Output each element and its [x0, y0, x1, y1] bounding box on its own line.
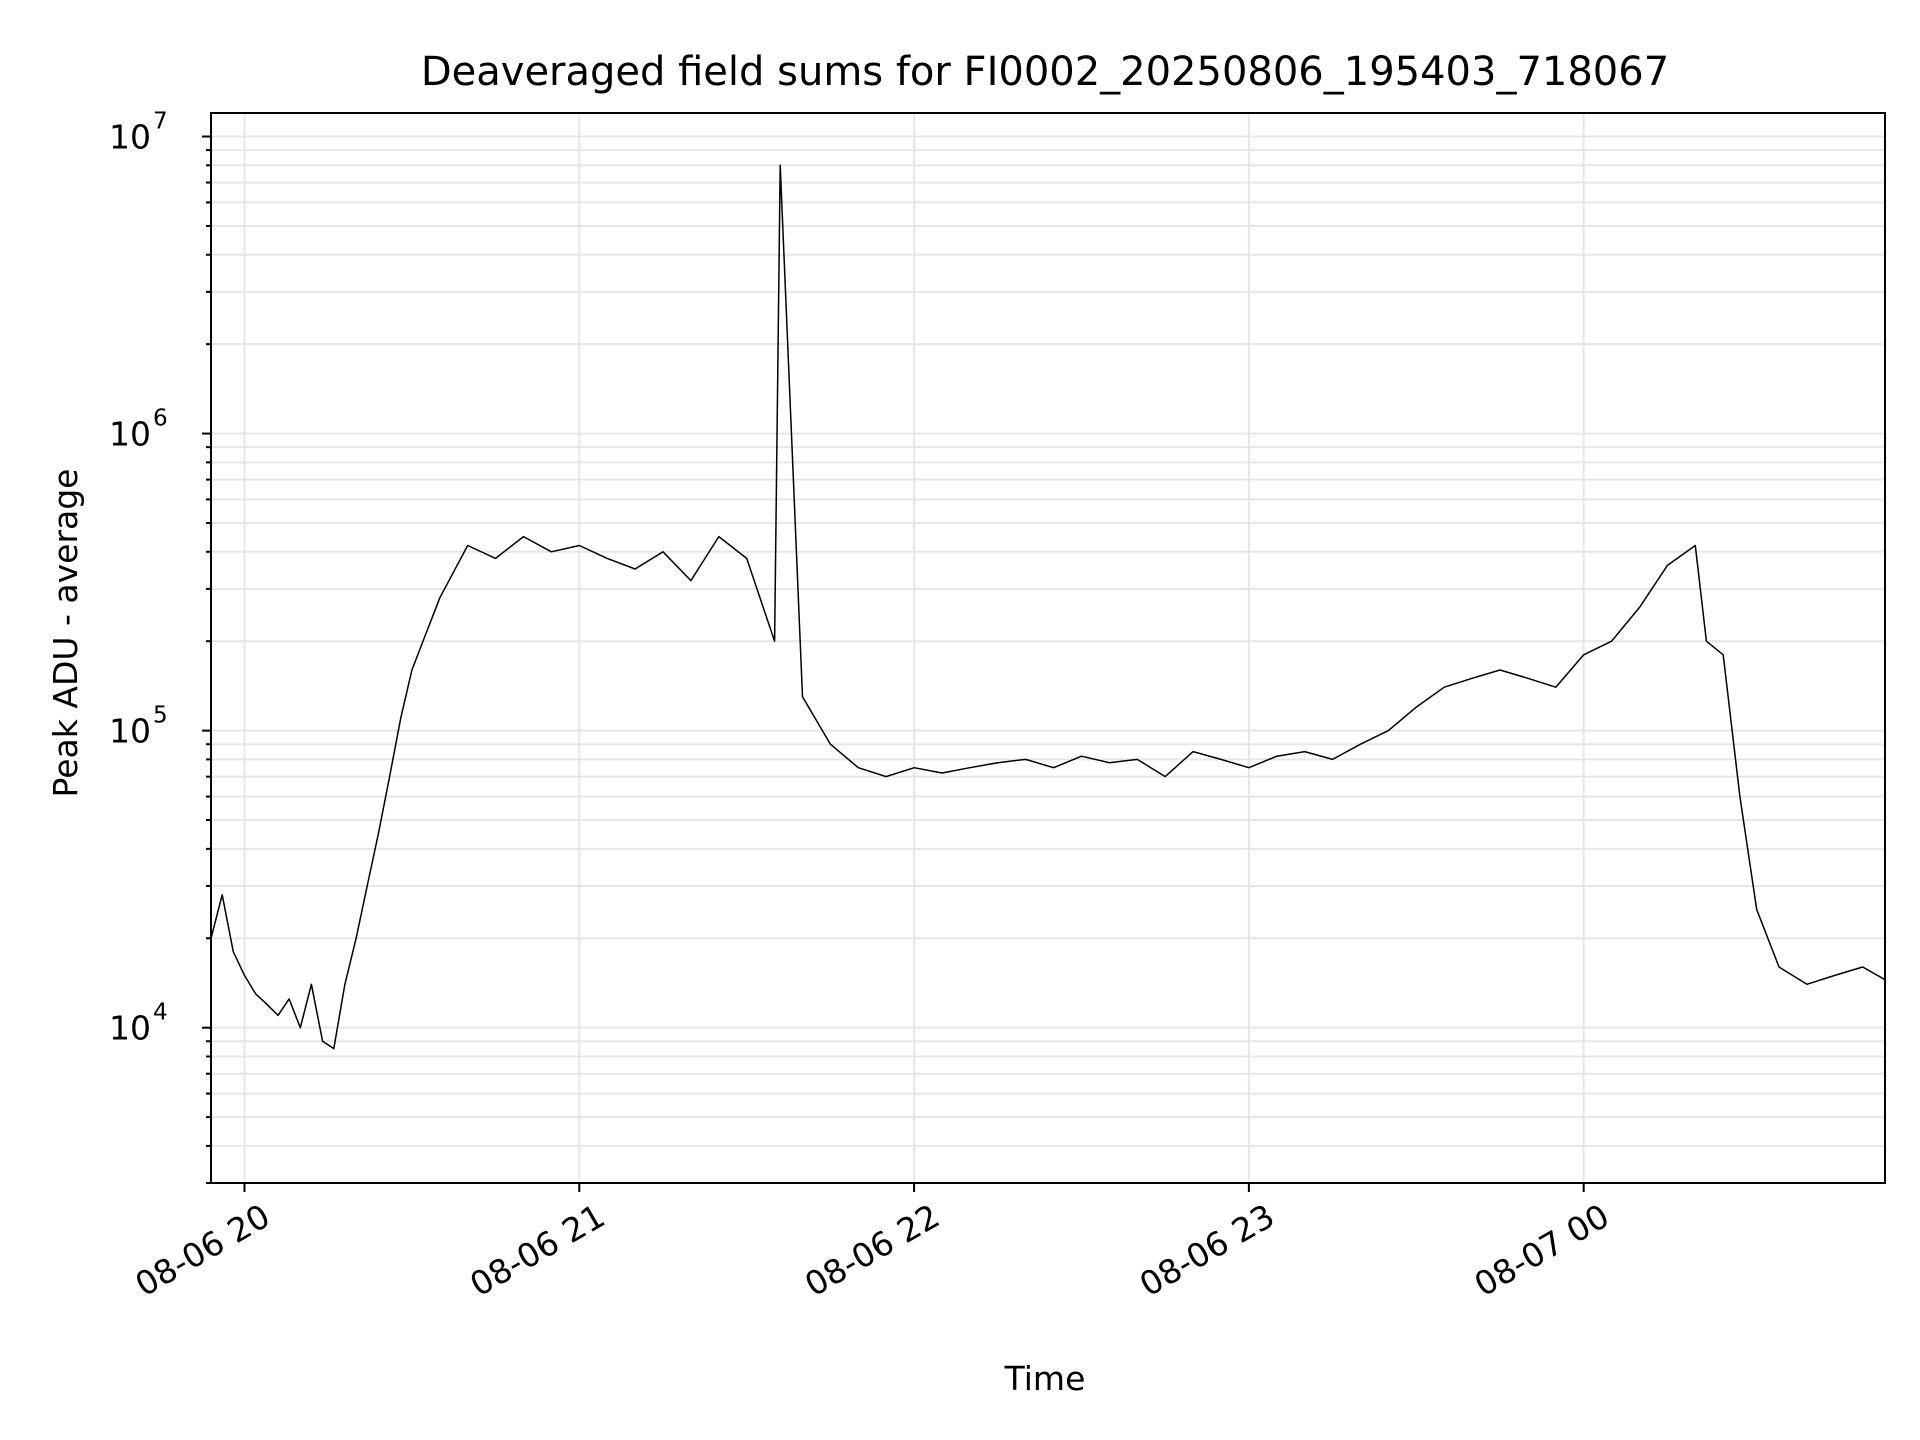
- y-tick-exponent: 6: [153, 406, 168, 432]
- y-axis-title: Peak ADU - average: [46, 469, 85, 798]
- y-tick-label: 10: [109, 118, 151, 157]
- y-tick-exponent: 5: [153, 703, 168, 729]
- chart-title: Deaveraged field sums for FI0002_2025080…: [421, 49, 1669, 95]
- grid-lines: [211, 113, 1885, 1184]
- x-tick-label: 08-06 21: [463, 1196, 611, 1304]
- x-axis: 08-06 20 08-06 21 08-06 22 08-06 23 08-07 00: [128, 1183, 1616, 1304]
- y-tick-label: 10: [109, 415, 151, 454]
- series-layer: [210, 164, 1886, 1050]
- plot-frame: [210, 112, 1886, 1184]
- x-tick-label: 08-07 00: [1468, 1196, 1616, 1304]
- x-axis-title: Time: [1004, 1359, 1086, 1398]
- x-tick-label: 08-06 20: [128, 1196, 276, 1304]
- y-tick-label: 10: [109, 712, 151, 751]
- y-tick-exponent: 4: [153, 1000, 168, 1026]
- data-series-line: [210, 164, 1886, 1050]
- x-tick-label: 08-06 23: [1133, 1196, 1281, 1304]
- y-tick-label: 10: [109, 1009, 151, 1048]
- x-tick-label: 08-06 22: [798, 1196, 946, 1304]
- y-tick-exponent: 7: [153, 109, 168, 135]
